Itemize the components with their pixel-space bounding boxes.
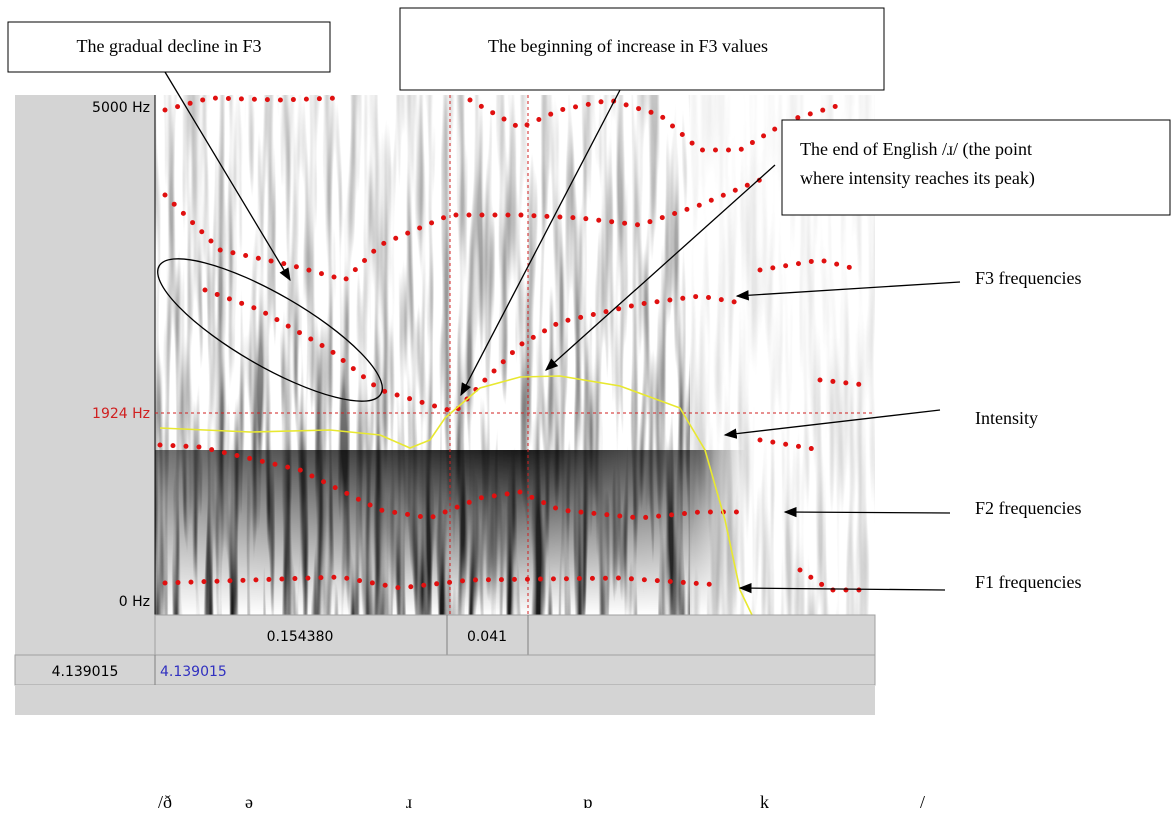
duration-label: 0.041 <box>467 629 507 645</box>
side-label: Intensity <box>975 408 1038 428</box>
duration-label: 0.154380 <box>267 629 334 645</box>
time-label: 4.139015 <box>52 664 119 680</box>
formant-f2 <box>157 442 748 521</box>
arrow <box>164 71 291 282</box>
formant-f5 <box>162 95 843 153</box>
side-label: F3 frequencies <box>975 268 1081 288</box>
formant-f1 <box>162 574 723 591</box>
highlight-ellipse <box>157 258 383 402</box>
phoneme: k <box>760 792 769 812</box>
arrow <box>783 506 951 518</box>
intensity-curve <box>159 375 753 616</box>
callout-text: The end of English /ɹ/ (the point <box>800 139 1032 160</box>
freq-label: 0 Hz <box>119 594 150 610</box>
phoneme: / <box>920 792 925 812</box>
phoneme: ɒ <box>583 792 592 812</box>
arrow <box>545 164 776 371</box>
time-label: 4.139015 <box>160 664 227 680</box>
side-label: F1 frequencies <box>975 572 1081 592</box>
phoneme: ə <box>245 792 253 812</box>
duration-bar <box>154 614 876 656</box>
callout-box <box>781 119 1171 216</box>
callout-text: where intensity reaches its peak) <box>800 168 1035 189</box>
left-panel <box>15 95 155 655</box>
callout-text: The beginning of increase in F3 values <box>488 36 768 56</box>
formant-f4 <box>162 177 763 283</box>
phoneme: ɹ <box>406 792 412 812</box>
arrow <box>460 89 621 397</box>
arrow <box>738 582 946 594</box>
arrow <box>723 409 941 439</box>
callout-text: The gradual decline in F3 <box>77 36 262 56</box>
freq-label: 1924 Hz <box>92 406 150 422</box>
callout-box <box>7 21 331 73</box>
time-bar <box>14 654 876 686</box>
freq-label: 5000 Hz <box>92 100 150 116</box>
phoneme: /ð <box>158 792 172 812</box>
side-label: F2 frequencies <box>975 498 1081 518</box>
low-energy <box>155 450 875 615</box>
scroll-bar <box>15 685 875 715</box>
arrow <box>735 281 961 301</box>
callout-box <box>399 7 885 91</box>
